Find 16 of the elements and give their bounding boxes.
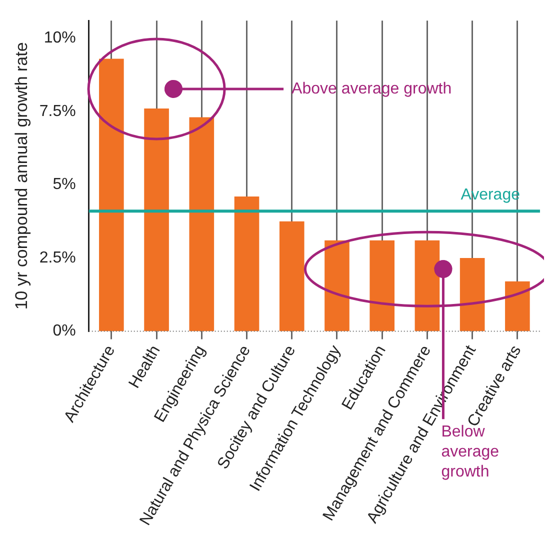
y-tick-label: 7.5%: [39, 102, 76, 120]
bar: [324, 240, 350, 332]
bar: [279, 221, 304, 332]
bar: [189, 117, 214, 332]
bar: [505, 281, 530, 332]
text: Below average growth: [441, 424, 500, 481]
y-tick-label: 0%: [52, 322, 76, 340]
bar: [144, 108, 169, 332]
y-tick-label: 10%: [44, 30, 76, 47]
bar: [460, 258, 485, 332]
bar: [370, 240, 395, 332]
y-tick-label: 2.5%: [39, 249, 76, 266]
y-axis-title: 10 yr compound annual growth rate: [12, 42, 31, 310]
y-tick-label: 5%: [52, 176, 76, 194]
bar: [234, 196, 260, 332]
bar: [99, 58, 124, 332]
